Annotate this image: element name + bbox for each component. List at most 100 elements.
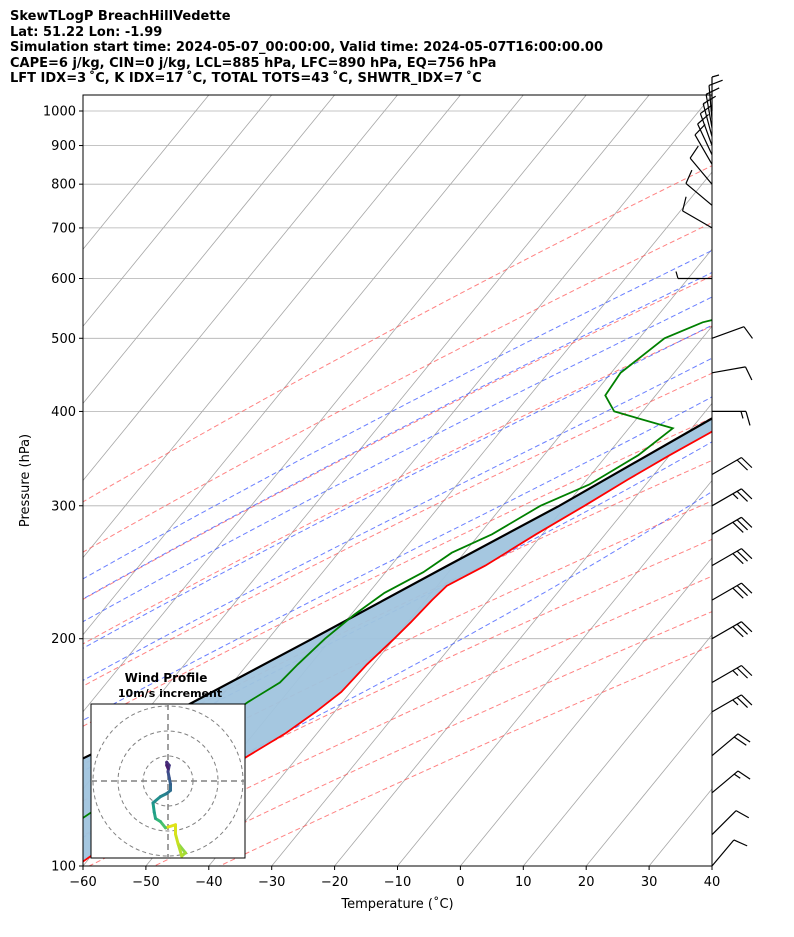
wind-barb-flag [732,521,744,533]
wind-barb-flag [741,457,753,469]
dry-adiabat-line [83,417,712,727]
wind-barb-shaft [694,134,713,165]
isotherm-line [334,402,712,866]
wind-barb [694,123,713,165]
moist-adiabat-line [83,324,712,649]
x-axis-label: Temperature (˚C) [340,896,453,912]
wind-barb-shaft [711,770,739,794]
isotherm-line [83,95,210,250]
wind-barb-half-flag [733,773,741,779]
y-tick-label: 1000 [43,104,76,119]
isotherm-line [83,95,398,482]
wind-barb [711,74,720,111]
wind-barb-flag [736,519,748,531]
y-tick-label: 100 [51,860,76,875]
x-tick-label: −20 [321,875,348,890]
hodograph-subtitle: 10m/s increment [118,687,222,700]
wind-barb-half-flag [675,271,679,279]
x-tick-label: −10 [384,875,411,890]
wind-barb-flag [700,104,713,115]
dry-adiabat-line [83,372,712,687]
isotherm-line [83,95,587,713]
moist-adiabat-line [83,249,712,580]
wind-barb-shaft [711,488,742,507]
wind-barb-flag [736,550,748,562]
indices-line: LFT IDX=3 ˚C, K IDX=17 ˚C, TOTAL TOTS=43… [10,71,482,87]
wind-barb-shaft [711,733,739,757]
wind-barb-shaft [682,210,713,229]
wind-barb-flag [744,366,753,381]
x-tick-label: 30 [641,875,658,890]
wind-barb [675,271,712,280]
wind-barb-shaft [711,839,735,867]
hodograph-trace-segment [164,823,177,830]
isotherm-line [271,325,712,866]
x-tick-label: 20 [578,875,595,890]
hodograph-trace-segment [176,842,184,858]
wind-barb [712,410,751,426]
parcel-profile-line [83,417,712,760]
hodograph-trace-segment [174,832,180,845]
wind-barb-flag [736,490,748,502]
wind-barb-half-flag [711,74,720,78]
time-line: Simulation start time: 2024-05-07_00:00:… [10,40,603,56]
wind-barb [708,79,723,120]
x-tick-label: −50 [132,875,159,890]
wind-barb [711,694,753,713]
wind-barb [689,145,713,185]
isotherm-line [648,788,712,866]
temperature-profile-line [83,430,712,863]
dry-adiabat-line [83,165,712,503]
wind-barb-half-flag [732,493,739,500]
isotherm-line [397,479,712,866]
isotherm-line [208,248,712,866]
y-axis-label: Pressure (hPa) [18,434,33,527]
wind-barb-flag [735,810,750,819]
wind-barb [711,621,753,640]
wind-barb-flag [733,839,748,847]
dry-adiabat-line [83,459,712,766]
wind-barb [711,516,753,535]
moist-adiabat-line [83,271,712,600]
mixing-ratio-line [733,95,794,279]
wind-barb-shaft [685,182,713,206]
y-tick-label: 600 [51,272,76,287]
hodograph-inset: Wind Profile 10m/s increment [90,671,246,859]
wind-barb [699,104,713,146]
wind-barb-flag [741,665,753,677]
wind-barb-flag [733,736,747,746]
y-tick-label: 300 [51,499,76,514]
wind-barb-flag [736,459,748,471]
wind-barb-half-flag [732,699,739,706]
wind-barb [711,733,751,757]
wind-barb-flag [732,626,744,638]
dry-adiabat-line [219,644,712,866]
hodograph-title: Wind Profile [125,671,208,685]
hodograph-ring [117,730,219,832]
location-line: Lat: 51.22 Lon: -1.99 [10,24,163,40]
wind-barb-shaft [711,582,742,601]
x-tick-label: 0 [456,875,464,890]
isotherm-line [83,95,273,327]
wind-barb-shaft [711,810,737,836]
wind-barb [711,326,753,339]
wind-barb [711,548,753,567]
wind-barb-flag [736,696,748,708]
hodograph-trace-segment [151,801,156,814]
wind-barb-flag [741,516,753,528]
wind-barb-flag [708,79,723,86]
wind-barb-flag [702,95,716,105]
wind-barb-shaft [708,85,713,120]
isotherm-line [83,95,524,636]
wind-barb-shaft [711,664,742,684]
wind-barb-shaft [711,366,746,374]
y-tick-label: 400 [51,405,76,420]
chart-header: SkewTLogP BreachHillVedette Lat: 51.22 L… [10,9,603,87]
moist-adiabat-line [83,357,712,681]
wind-barb-shaft [711,548,742,567]
wind-barb-flag [741,694,753,706]
x-tick-label: −30 [258,875,285,890]
wind-barb [711,366,753,381]
wind-barb-flag [745,411,751,426]
